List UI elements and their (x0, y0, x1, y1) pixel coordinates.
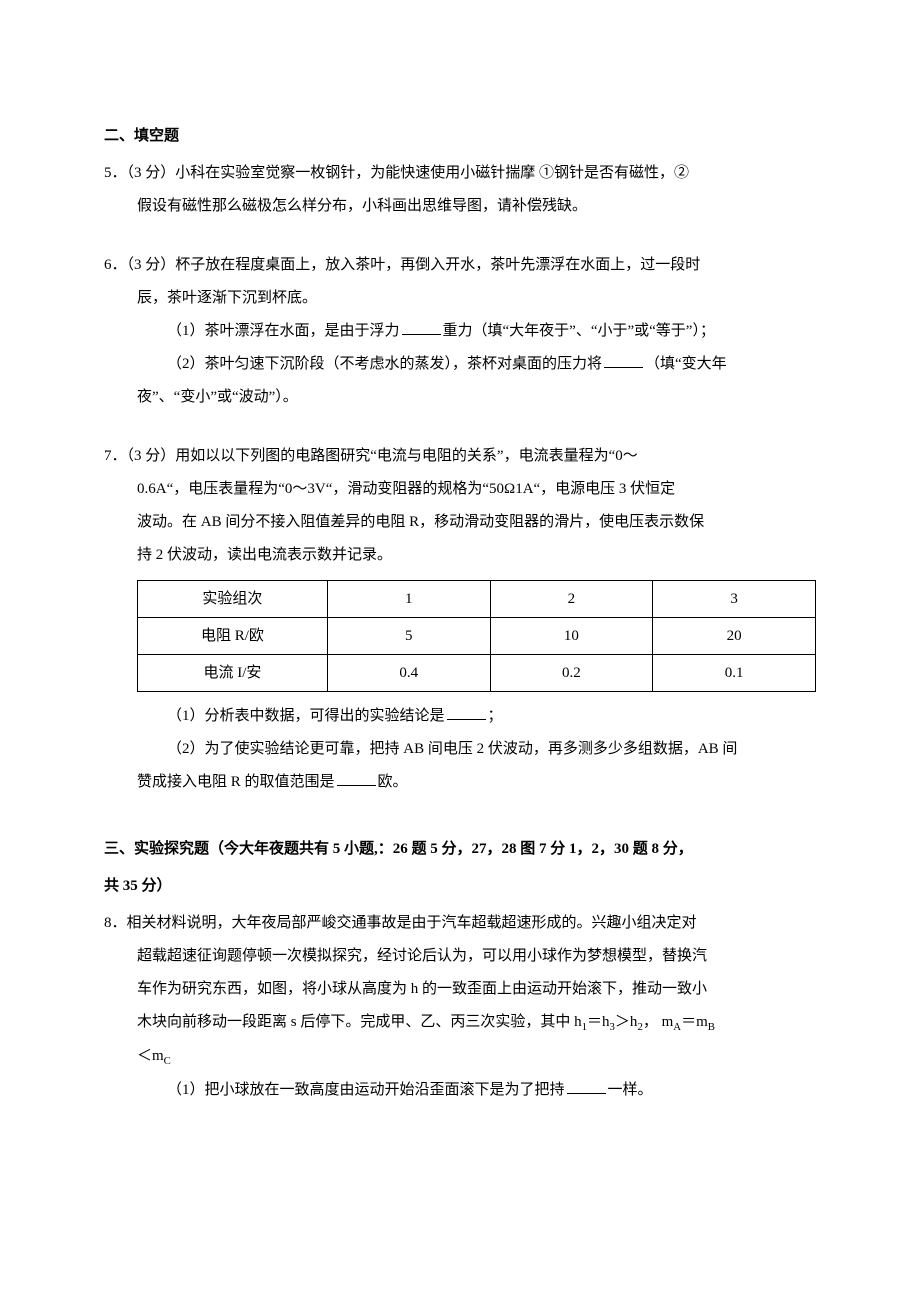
table-row: 实验组次 1 2 3 (138, 581, 816, 618)
q8-l4-eq: ＝h (587, 1014, 610, 1030)
q6-part2b: 夜”、“变小”或“波动”）。 (104, 381, 816, 414)
q7-r1c0: 电阻 R/欧 (138, 618, 328, 655)
question-5: 5．（3 分）小科在实验室觉察一枚钢针，为能快速使用小磁针揣摩 ①钢针是否有磁性… (104, 157, 816, 223)
q5-line1: 5．（3 分）小科在实验室觉察一枚钢针，为能快速使用小磁针揣摩 ①钢针是否有磁性… (104, 157, 816, 190)
table-row: 电流 I/安 0.4 0.2 0.1 (138, 655, 816, 692)
section-3-header-line2: 共 35 分） (104, 870, 816, 903)
q6-p1-text-a: （1）茶叶漂浮在水面，是由于浮力 (167, 323, 400, 339)
q7-l4: 持 2 伏波动，读出电流表示数并记录。 (104, 539, 816, 572)
q7-p2b-text-b: 欧。 (378, 774, 408, 790)
q8-l4-mAB: ＝m (681, 1014, 708, 1030)
q8-l4: 木块向前移动一段距离 s 后停下。完成甲、乙、丙三次实验，其中 h1＝h3＞h2… (104, 1006, 816, 1040)
q6-p1-blank (402, 320, 441, 335)
q6-p2-text-b: （填“变大年 (645, 356, 727, 372)
q7-table: 实验组次 1 2 3 电阻 R/欧 5 10 20 电流 I/安 0.4 0.2… (137, 580, 816, 692)
q7-l3: 波动。在 AB 间分不接入阻值差异的电阻 R，移动滑动变阻器的滑片，使电压表示数… (104, 506, 816, 539)
section-3-header-line1: 三、实验探究题（今大年夜题共有 5 小题,：26 题 5 分，27，28 图 7… (104, 833, 816, 866)
q6-p2-text-a: （2）茶叶匀速下沉阶段（不考虑水的蒸发），茶杯对桌面的压力将 (167, 356, 602, 372)
q8-sub-A: A (673, 1021, 681, 1033)
q7-r0c1: 1 (327, 581, 490, 618)
q6-p1-text-b: 重力（填“大年夜于”、“小于”或“等于”）； (443, 323, 715, 339)
q8-sub-C: C (164, 1055, 171, 1067)
q8-l4-pre: 木块向前移动一段距离 s 后停下。完成甲、乙、丙三次实验，其中 h (137, 1014, 582, 1030)
q7-r0c2: 2 (490, 581, 653, 618)
q7-r2c1: 0.4 (327, 655, 490, 692)
q7-p1-blank (447, 705, 486, 720)
q7-part2a: （2）为了使实验结论更可靠，把持 AB 间电压 2 伏波动，再多测多少多组数据，… (104, 733, 816, 766)
q7-p1-text-a: （1）分析表中数据，可得出的实验结论是 (167, 708, 445, 724)
q8-sub-B: B (708, 1021, 715, 1033)
q8-l5-pre: ＜m (137, 1048, 164, 1064)
q8-l3: 车作为研究东西，如图，将小球从高度为 h 的一致歪面上由运动开始滚下，推动一致小 (104, 973, 816, 1006)
q8-l1: 8．相关材料说明，大年夜局部严峻交通事故是由于汽车超载超速形成的。兴趣小组决定对 (104, 907, 816, 940)
q7-p2b-text-a: 赞成接入电阻 R 的取值范围是 (137, 774, 335, 790)
q7-table-wrap: 实验组次 1 2 3 电阻 R/欧 5 10 20 电流 I/安 0.4 0.2… (104, 580, 816, 692)
q7-r0c0: 实验组次 (138, 581, 328, 618)
q7-r2c0: 电流 I/安 (138, 655, 328, 692)
q7-r1c1: 5 (327, 618, 490, 655)
q6-line2: 辰，茶叶逐渐下沉到杯底。 (104, 282, 816, 315)
q7-r1c2: 10 (490, 618, 653, 655)
question-8: 8．相关材料说明，大年夜局部严峻交通事故是由于汽车超载超速形成的。兴趣小组决定对… (104, 907, 816, 1107)
q7-part2b: 赞成接入电阻 R 的取值范围是 欧。 (104, 766, 816, 799)
q7-p2b-blank (337, 771, 376, 786)
q8-p1-text-a: （1）把小球放在一致高度由运动开始沿歪面滚下是为了把持 (167, 1082, 565, 1098)
q6-part2: （2）茶叶匀速下沉阶段（不考虑水的蒸发），茶杯对桌面的压力将 （填“变大年 (104, 348, 816, 381)
q7-part1: （1）分析表中数据，可得出的实验结论是 ； (104, 700, 816, 733)
q7-p1-text-b: ； (488, 708, 503, 724)
question-7: 7．（3 分）用如以以下列图的电路图研究“电流与电阻的关系”，电流表量程为“0～… (104, 440, 816, 799)
q7-l1: 7．（3 分）用如以以下列图的电路图研究“电流与电阻的关系”，电流表量程为“0～ (104, 440, 816, 473)
q8-l4-gt: ＞h (615, 1014, 638, 1030)
q7-r2c3: 0.1 (653, 655, 816, 692)
q8-p1-text-b: 一样。 (608, 1082, 653, 1098)
q8-part1: （1）把小球放在一致高度由运动开始沿歪面滚下是为了把持 一样。 (104, 1074, 816, 1107)
q7-l2: 0.6A“，电压表量程为“0～3V“，滑动变阻器的规格为“50Ω1A“，电源电压… (104, 473, 816, 506)
q6-part1: （1）茶叶漂浮在水面，是由于浮力 重力（填“大年夜于”、“小于”或“等于”）； (104, 315, 816, 348)
q8-l4-comma: ， m (643, 1014, 673, 1030)
q6-line1: 6．（3 分）杯子放在程度桌面上，放入茶叶，再倒入开水，茶叶先漂浮在水面上，过一… (104, 249, 816, 282)
table-row: 电阻 R/欧 5 10 20 (138, 618, 816, 655)
q8-l5: ＜mC (104, 1040, 816, 1074)
q8-p1-blank (567, 1079, 606, 1094)
section-2-header: 二、填空题 (104, 120, 816, 153)
q6-p2-blank (604, 353, 643, 368)
q7-r1c3: 20 (653, 618, 816, 655)
q5-line2: 假设有磁性那么磁极怎么样分布，小科画出思维导图，请补偿残缺。 (104, 190, 816, 223)
q7-r0c3: 3 (653, 581, 816, 618)
q7-r2c2: 0.2 (490, 655, 653, 692)
q8-l2: 超载超速征询题停顿一次模拟探究，经讨论后认为，可以用小球作为梦想模型，替换汽 (104, 940, 816, 973)
question-6: 6．（3 分）杯子放在程度桌面上，放入茶叶，再倒入开水，茶叶先漂浮在水面上，过一… (104, 249, 816, 414)
